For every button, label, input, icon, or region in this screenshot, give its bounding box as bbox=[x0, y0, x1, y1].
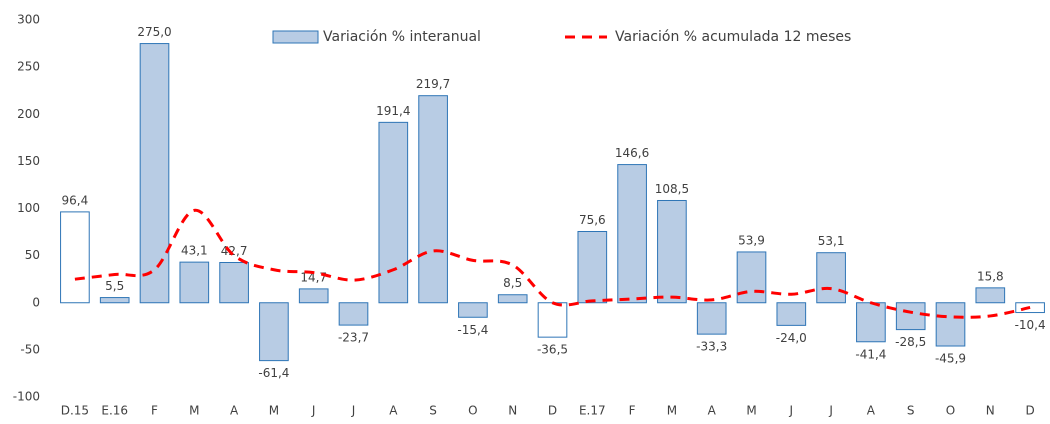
data-label: 219,7 bbox=[416, 77, 450, 91]
bar bbox=[657, 199, 687, 304]
data-label: 5,5 bbox=[105, 279, 124, 293]
data-label: -15,4 bbox=[457, 323, 488, 337]
bar bbox=[458, 302, 488, 318]
bar bbox=[378, 121, 409, 304]
data-label: 15,8 bbox=[977, 269, 1004, 283]
data-label: 53,9 bbox=[738, 233, 765, 247]
x-tick-label: F bbox=[629, 404, 636, 418]
data-label: 53,1 bbox=[818, 234, 845, 248]
bar bbox=[338, 302, 369, 326]
x-tick-label: O bbox=[468, 404, 477, 418]
data-label: -23,7 bbox=[338, 331, 369, 345]
bar bbox=[497, 294, 528, 304]
bar bbox=[418, 95, 448, 304]
bar bbox=[776, 302, 807, 326]
bar bbox=[736, 251, 767, 304]
bar bbox=[617, 164, 647, 304]
bar bbox=[895, 302, 926, 331]
data-label: -41,4 bbox=[855, 347, 886, 361]
x-tick-label: E.16 bbox=[101, 404, 128, 418]
legend-label: Variación % interanual bbox=[323, 29, 481, 45]
x-tick-label: M bbox=[667, 404, 677, 418]
x-tick-label: J bbox=[351, 404, 356, 418]
bar bbox=[259, 302, 289, 362]
bar bbox=[577, 230, 608, 304]
data-label: 146,6 bbox=[615, 146, 649, 160]
bar bbox=[816, 252, 846, 304]
x-tick-label: M bbox=[746, 404, 756, 418]
x-tick-label: A bbox=[230, 404, 239, 418]
bar bbox=[219, 262, 249, 304]
x-tick-label: S bbox=[907, 404, 915, 418]
legend-swatch bbox=[272, 30, 319, 44]
data-label: 191,4 bbox=[376, 104, 410, 118]
x-tick-label: J bbox=[311, 404, 316, 418]
bar bbox=[139, 43, 170, 304]
bar bbox=[60, 211, 90, 304]
data-label: 275,0 bbox=[137, 25, 171, 39]
bar bbox=[856, 302, 886, 343]
x-tick-label: J bbox=[789, 404, 794, 418]
legend-label: Variación % acumulada 12 meses bbox=[615, 29, 851, 45]
data-label: -10,4 bbox=[1015, 318, 1046, 332]
bar bbox=[935, 302, 966, 347]
data-label: 108,5 bbox=[655, 182, 689, 196]
y-tick-label: 200 bbox=[17, 107, 40, 121]
bar bbox=[696, 302, 727, 335]
x-tick-label: J bbox=[828, 404, 833, 418]
data-label: 14,7 bbox=[300, 270, 327, 284]
x-tick-label: N bbox=[508, 404, 517, 418]
x-tick-label: A bbox=[389, 404, 398, 418]
bar bbox=[99, 297, 130, 304]
data-label: 96,4 bbox=[62, 193, 89, 207]
data-label: 42,7 bbox=[221, 244, 248, 258]
y-tick-label: 50 bbox=[25, 248, 40, 262]
bar bbox=[975, 287, 1006, 304]
x-tick-label: S bbox=[429, 404, 437, 418]
x-tick-label: N bbox=[986, 404, 995, 418]
y-tick-label: 150 bbox=[17, 154, 40, 168]
data-label: 75,6 bbox=[579, 213, 606, 227]
x-tick-label: D bbox=[548, 404, 557, 418]
data-label: -28,5 bbox=[895, 335, 926, 349]
x-tick-label: F bbox=[151, 404, 158, 418]
bar bbox=[179, 261, 210, 304]
line bbox=[74, 208, 1031, 319]
x-tick-label: M bbox=[189, 404, 199, 418]
data-label: -45,9 bbox=[935, 352, 966, 366]
x-tick-label: E.17 bbox=[579, 404, 606, 418]
y-tick-label: 0 bbox=[32, 295, 40, 309]
x-tick-label: D bbox=[1025, 404, 1034, 418]
x-tick-label: M bbox=[269, 404, 279, 418]
x-tick-label: D.15 bbox=[61, 404, 89, 418]
y-tick-label: -50 bbox=[20, 342, 40, 356]
x-tick-label: A bbox=[867, 404, 876, 418]
x-tick-label: A bbox=[708, 404, 717, 418]
data-label: -24,0 bbox=[776, 331, 807, 345]
data-label: -61,4 bbox=[258, 366, 289, 380]
y-tick-label: 250 bbox=[17, 60, 40, 74]
data-label: 8,5 bbox=[503, 276, 522, 290]
x-tick-label: O bbox=[946, 404, 955, 418]
y-tick-label: 300 bbox=[17, 13, 40, 27]
y-tick-label: 100 bbox=[17, 201, 40, 215]
y-tick-label: -100 bbox=[13, 390, 40, 404]
data-label: -36,5 bbox=[537, 343, 568, 357]
bar bbox=[298, 288, 329, 304]
data-label: -33,3 bbox=[696, 340, 727, 354]
bar bbox=[537, 302, 568, 338]
data-label: 43,1 bbox=[181, 244, 208, 258]
